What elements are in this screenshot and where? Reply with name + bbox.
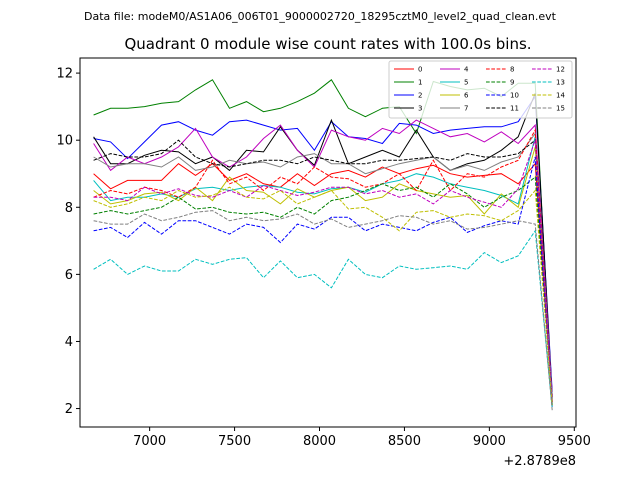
series-line-7 bbox=[93, 132, 553, 399]
legend-label-13: 13 bbox=[556, 79, 565, 87]
legend-frame bbox=[388, 60, 573, 119]
series-line-5 bbox=[93, 136, 553, 399]
series-line-14 bbox=[93, 186, 553, 406]
legend-label-8: 8 bbox=[510, 66, 514, 74]
series-line-13 bbox=[93, 229, 553, 409]
chart-title: Quadrant 0 module wise count rates with … bbox=[124, 35, 531, 53]
x-offset-label: +2.8789e8 bbox=[503, 454, 576, 469]
legend-label-11: 11 bbox=[510, 105, 519, 113]
x-tick-label: 8000 bbox=[303, 434, 336, 449]
x-tick-label: 9500 bbox=[558, 434, 591, 449]
x-tick-label: 7000 bbox=[133, 434, 166, 449]
chart-suptitle: Data file: modeM0/AS1A06_006T01_90000027… bbox=[84, 10, 557, 23]
series-line-10 bbox=[93, 156, 553, 407]
y-tick-label: 4 bbox=[65, 335, 73, 350]
series-line-9 bbox=[93, 176, 553, 406]
series-line-4 bbox=[93, 119, 553, 396]
legend-label-3: 3 bbox=[418, 105, 422, 113]
legend-label-10: 10 bbox=[510, 92, 519, 100]
y-tick-label: 8 bbox=[65, 201, 73, 216]
x-tick-label: 8500 bbox=[388, 434, 421, 449]
series-line-8 bbox=[93, 128, 553, 404]
legend-label-9: 9 bbox=[510, 79, 514, 87]
legend-label-14: 14 bbox=[556, 92, 565, 100]
series-line-15 bbox=[93, 210, 553, 411]
series-line-0 bbox=[93, 162, 553, 402]
y-tick-label: 2 bbox=[65, 402, 73, 417]
legend-label-15: 15 bbox=[556, 105, 565, 113]
series-line-1 bbox=[93, 79, 553, 406]
legend-label-1: 1 bbox=[418, 79, 422, 87]
series-line-11 bbox=[93, 139, 553, 402]
y-tick-label: 12 bbox=[56, 67, 73, 82]
y-tick-label: 10 bbox=[56, 134, 73, 149]
series-line-12 bbox=[93, 140, 553, 402]
series-line-6 bbox=[93, 146, 553, 401]
plot-area bbox=[93, 79, 553, 411]
legend-label-6: 6 bbox=[464, 92, 469, 100]
plot-frame bbox=[79, 57, 577, 428]
x-tick-label: 9000 bbox=[473, 434, 506, 449]
x-tick-label: 7500 bbox=[218, 434, 251, 449]
series-line-2 bbox=[93, 95, 553, 392]
series-line-3 bbox=[93, 93, 553, 397]
y-tick-label: 6 bbox=[65, 268, 73, 283]
legend-label-0: 0 bbox=[418, 66, 422, 74]
legend-label-12: 12 bbox=[556, 66, 565, 74]
legend-label-5: 5 bbox=[464, 79, 468, 87]
legend-label-4: 4 bbox=[464, 66, 469, 74]
legend-label-2: 2 bbox=[418, 92, 422, 100]
legend-label-7: 7 bbox=[464, 105, 468, 113]
